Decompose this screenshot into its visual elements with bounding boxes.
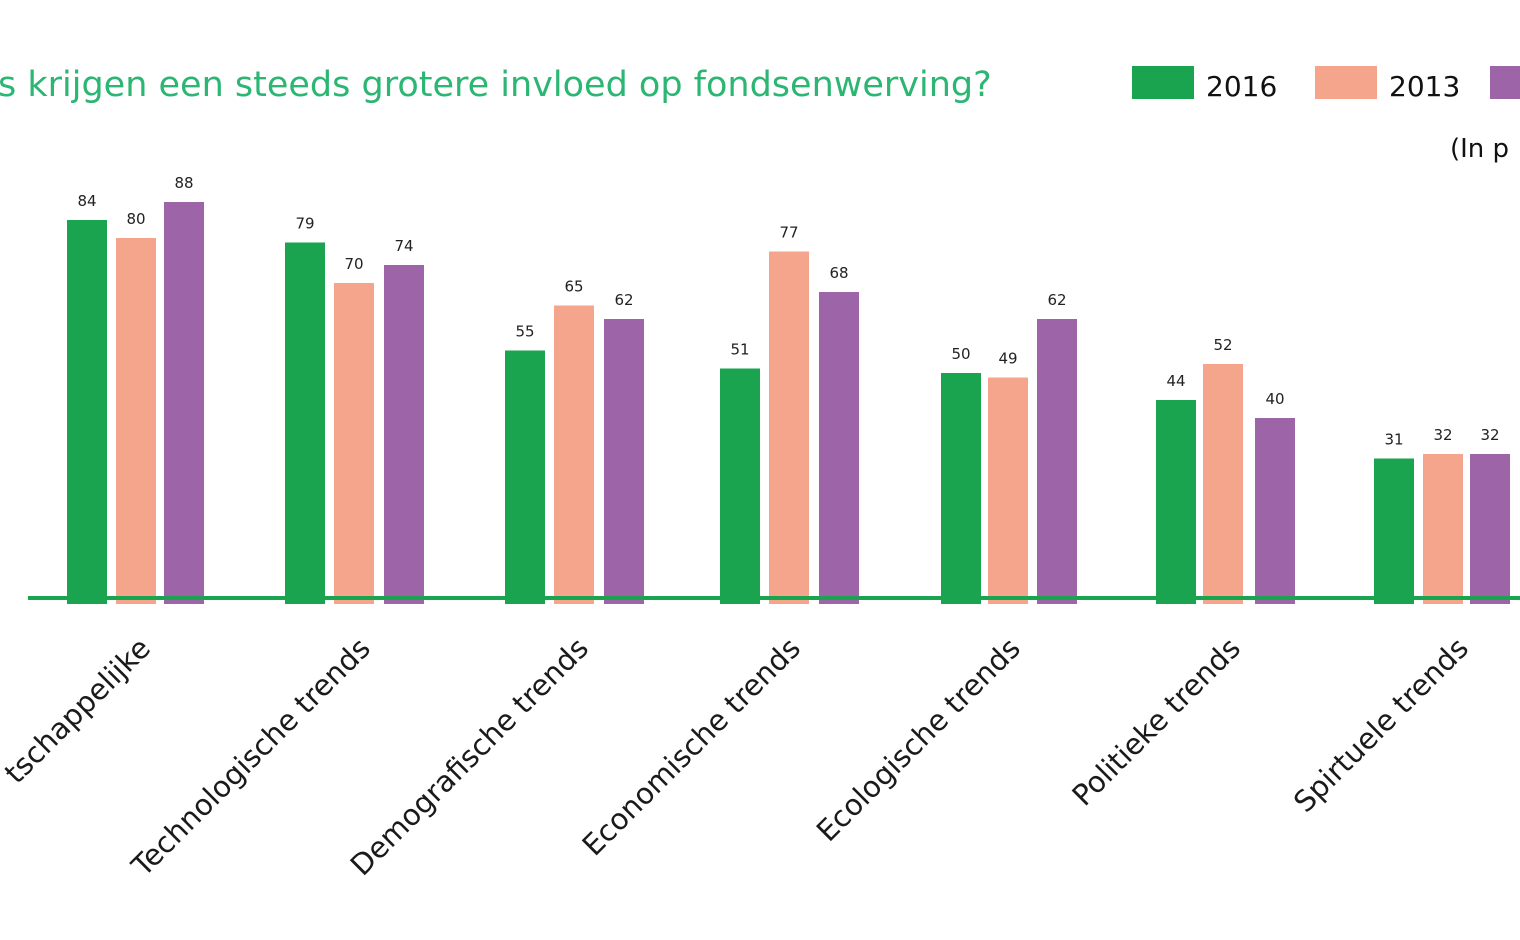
bar (334, 283, 374, 604)
value-label: 77 (779, 224, 798, 242)
value-label: 68 (829, 264, 848, 282)
value-label: 32 (1480, 426, 1499, 444)
bar (505, 350, 545, 604)
bar (1423, 454, 1463, 604)
category-label: Spirtuele trends (1287, 631, 1475, 819)
bar (604, 319, 644, 604)
value-label: 44 (1166, 372, 1185, 390)
value-label: 79 (295, 215, 314, 233)
bar (1203, 364, 1243, 604)
value-label: 65 (564, 278, 583, 296)
legend-swatch (1132, 66, 1194, 99)
value-label: 51 (730, 341, 749, 359)
category-label: Demografische trends (344, 631, 595, 882)
bar (720, 368, 760, 604)
bar (384, 265, 424, 604)
category-label: Ecologische trends (810, 631, 1027, 848)
value-label: 40 (1265, 390, 1284, 408)
value-label: 88 (174, 174, 193, 192)
bar (819, 292, 859, 604)
value-label: 74 (394, 237, 413, 255)
bars-group (67, 202, 1510, 604)
bar (769, 251, 809, 604)
bar (116, 238, 156, 604)
bar (1255, 418, 1295, 604)
bar (988, 377, 1028, 604)
value-label: 62 (614, 291, 633, 309)
value-label: 84 (77, 192, 96, 210)
category-label: Technologische trends (124, 631, 377, 884)
bar (1374, 458, 1414, 604)
value-labels-group: 84 80 88 79 70 74 55 65 62 51 77 68 50 49 62 44 52 40 31 32… (77, 174, 1499, 449)
category-label: Politieke trends (1065, 631, 1247, 813)
value-label: 50 (951, 345, 970, 363)
value-label: 31 (1384, 431, 1403, 449)
bar (67, 220, 107, 604)
bar (164, 202, 204, 604)
category-label: Economische trends (575, 631, 806, 862)
legend-label: 2013 (1389, 70, 1460, 103)
bar (285, 242, 325, 604)
value-label: 49 (998, 350, 1017, 368)
value-label: 80 (126, 210, 145, 228)
bar (941, 373, 981, 604)
value-label: 52 (1213, 336, 1232, 354)
legend-label: 2016 (1206, 70, 1277, 103)
legend-swatch (1315, 66, 1377, 99)
value-label: 32 (1433, 426, 1452, 444)
chart-title: s krijgen een steeds grotere invloed op … (0, 65, 992, 105)
legend: 2016 2013 (1132, 66, 1520, 103)
category-label: tschappelijke (0, 631, 157, 790)
value-label: 62 (1047, 291, 1066, 309)
unit-note: (In p (1450, 134, 1509, 164)
value-label: 55 (515, 323, 534, 341)
bar (1470, 454, 1510, 604)
bar (1156, 400, 1196, 604)
bar (554, 305, 594, 604)
bar (1037, 319, 1077, 604)
value-label: 70 (344, 255, 363, 273)
legend-swatch (1490, 66, 1520, 99)
